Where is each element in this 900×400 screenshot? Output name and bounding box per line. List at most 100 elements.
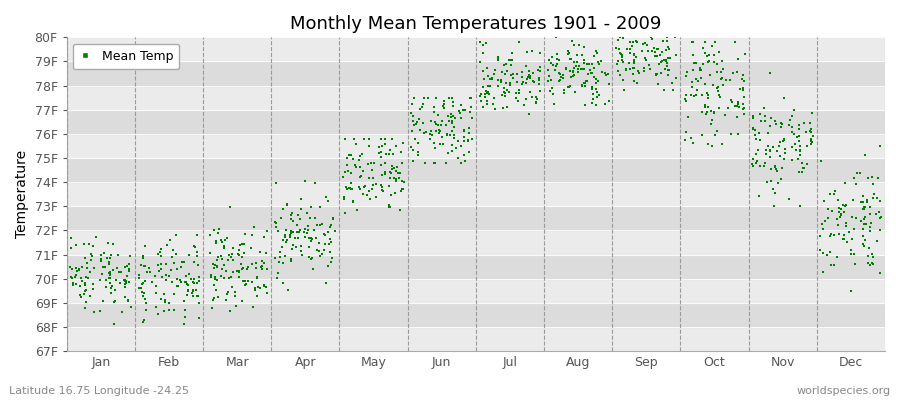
Point xyxy=(418,160,432,166)
Point xyxy=(344,170,358,176)
Point xyxy=(837,232,851,238)
Point xyxy=(768,163,782,170)
Point xyxy=(278,234,293,240)
Point xyxy=(533,64,547,70)
Point xyxy=(66,282,80,289)
Point xyxy=(154,253,168,260)
Point xyxy=(520,74,535,80)
Point xyxy=(457,134,472,140)
Point xyxy=(95,264,110,270)
Point xyxy=(415,104,429,110)
Point xyxy=(375,188,390,194)
Point xyxy=(232,274,247,280)
Point xyxy=(628,54,643,60)
Point xyxy=(746,163,760,170)
Point xyxy=(857,206,871,212)
Point xyxy=(249,293,264,300)
Point xyxy=(406,113,420,120)
Point xyxy=(161,273,176,280)
Point xyxy=(326,215,340,221)
Point xyxy=(622,60,636,66)
Point xyxy=(758,113,772,119)
Point xyxy=(214,272,229,279)
Point xyxy=(472,93,487,99)
Point xyxy=(752,137,767,144)
Point xyxy=(161,307,176,313)
Point xyxy=(712,91,726,98)
Point xyxy=(214,266,229,272)
Point xyxy=(268,219,283,226)
Point xyxy=(685,84,699,90)
Point xyxy=(529,96,544,103)
Point xyxy=(220,291,234,297)
Point xyxy=(746,156,760,162)
Point xyxy=(696,45,710,52)
Point xyxy=(616,58,630,65)
Point xyxy=(653,52,668,58)
Point xyxy=(186,258,201,265)
Point xyxy=(210,277,224,283)
Point xyxy=(548,34,562,41)
Point xyxy=(231,268,246,274)
Point xyxy=(873,198,887,204)
Point xyxy=(167,290,182,297)
Point xyxy=(180,291,194,298)
Point xyxy=(260,290,274,296)
Point xyxy=(804,129,818,135)
Point xyxy=(284,256,298,262)
Point xyxy=(587,65,601,72)
Point xyxy=(388,190,402,196)
Point xyxy=(139,278,153,284)
Point xyxy=(98,284,112,291)
Point xyxy=(503,56,517,63)
Point xyxy=(862,210,877,217)
Point xyxy=(382,147,397,153)
Point xyxy=(249,274,264,281)
Point xyxy=(713,94,727,100)
Point xyxy=(220,234,234,241)
Point xyxy=(832,197,846,204)
Point xyxy=(544,60,558,67)
Point xyxy=(324,221,338,228)
Point xyxy=(704,120,718,127)
Point xyxy=(648,52,662,59)
Point xyxy=(731,56,745,62)
Point xyxy=(118,281,132,287)
Point xyxy=(225,245,239,251)
Point xyxy=(103,255,117,261)
Point xyxy=(394,188,409,194)
Point xyxy=(708,132,723,138)
Point xyxy=(182,252,196,258)
Point xyxy=(833,206,848,212)
Point xyxy=(703,72,717,78)
Point xyxy=(74,294,88,301)
Point xyxy=(509,90,524,96)
Point xyxy=(523,73,537,79)
Point xyxy=(431,112,446,118)
Point xyxy=(664,18,679,25)
Point xyxy=(68,281,83,288)
Point xyxy=(627,50,642,57)
Point xyxy=(660,47,674,54)
Point xyxy=(827,232,842,238)
Point xyxy=(804,125,818,132)
Point xyxy=(149,304,164,310)
Point xyxy=(93,308,107,314)
Point xyxy=(283,234,297,240)
Point xyxy=(686,67,700,73)
Point xyxy=(700,90,715,96)
Point xyxy=(404,144,419,150)
Point xyxy=(707,39,722,45)
Point xyxy=(785,157,799,163)
Point xyxy=(189,293,203,300)
Point xyxy=(169,250,184,257)
Point xyxy=(627,78,642,84)
Point xyxy=(856,240,870,247)
Point xyxy=(75,264,89,270)
Point xyxy=(613,71,627,78)
Point xyxy=(847,226,861,232)
Point xyxy=(136,280,150,286)
Point xyxy=(298,226,312,232)
Point xyxy=(288,235,302,242)
Point xyxy=(578,80,592,86)
